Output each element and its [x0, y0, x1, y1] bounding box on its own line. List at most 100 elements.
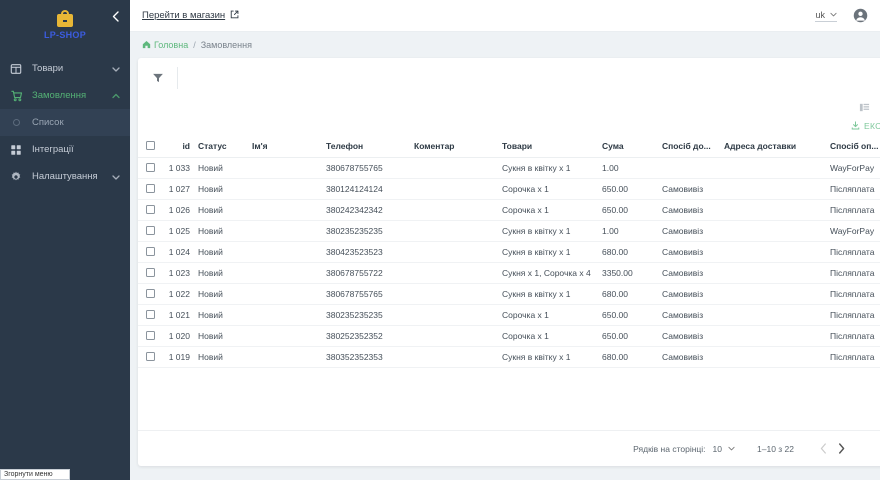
cell-name — [248, 304, 322, 326]
cell-id: 1 024 — [162, 241, 194, 263]
cell-name — [248, 157, 322, 179]
cell-goods: Сорочка х 1 — [498, 178, 598, 200]
sidebar-item-tovary[interactable]: Товари — [0, 55, 130, 82]
cell-id: 1 022 — [162, 283, 194, 305]
row-checkbox[interactable] — [146, 310, 155, 319]
sidebar-item-zamovlennya[interactable]: Замовлення — [0, 82, 130, 109]
cell-comment — [410, 262, 498, 284]
row-checkbox[interactable] — [146, 205, 155, 214]
next-page-button[interactable] — [832, 440, 850, 458]
table-row[interactable]: 1 026 Новий 380242342342 Сорочка х 1 650.00 С… — [138, 199, 880, 221]
logo-area[interactable]: LP-SHOP — [0, 0, 130, 50]
cell-goods: Сукня в квітку х 1 — [498, 157, 598, 179]
sidebar-item-label: Товари — [32, 63, 64, 74]
cell-payment: Післяплата — [826, 199, 880, 221]
cell-id: 1 020 — [162, 325, 194, 347]
row-checkbox[interactable] — [146, 163, 155, 172]
logo-text: LP-SHOP — [43, 30, 87, 40]
cell-sum: 3350.00 — [598, 262, 658, 284]
chevron-up-icon — [111, 91, 121, 101]
column-header-phone[interactable]: Телефон — [322, 135, 410, 158]
cell-phone: 380352352353 — [322, 346, 410, 368]
sidebar-menu: Товари Замовлення Список — [0, 55, 130, 190]
row-checkbox[interactable] — [146, 247, 155, 256]
cell-payment: Післяплата — [826, 304, 880, 326]
table-row[interactable]: 1 033 Новий 380678755765 Сукня в квітку х 1… — [138, 157, 880, 179]
table-row[interactable]: 1 027 Новий 380124124124 Сорочка х 1 650.00 С… — [138, 178, 880, 200]
card-toolbar — [138, 58, 880, 98]
table-row[interactable]: 1 020 Новий 380252352352 Сорочка х 1 650.00 С… — [138, 325, 880, 347]
row-checkbox[interactable] — [146, 289, 155, 298]
breadcrumb-current: Замовлення — [200, 40, 252, 50]
cell-status: Новий — [194, 283, 248, 305]
column-header-goods[interactable]: Товари — [498, 135, 598, 158]
column-header-name[interactable]: Ім'я — [248, 135, 322, 158]
table-row[interactable]: 1 021 Новий 380235235235 Сорочка х 1 650.00 С… — [138, 304, 880, 326]
cell-delivery: Самовивіз — [658, 304, 720, 326]
cell-payment: WayForPay — [826, 157, 880, 179]
collapse-sidebar-icon[interactable] — [108, 9, 122, 23]
select-all-checkbox[interactable] — [146, 141, 155, 151]
breadcrumb: Головна / Замовлення — [130, 32, 880, 58]
cell-status: Новий — [194, 262, 248, 284]
cell-phone: 380235235235 — [322, 304, 410, 326]
cell-comment — [410, 157, 498, 179]
cell-comment — [410, 178, 498, 200]
row-select-cell — [138, 220, 162, 242]
row-checkbox[interactable] — [146, 268, 155, 277]
filter-icon[interactable] — [148, 68, 168, 88]
sidebar-item-integracii[interactable]: Інтеграції — [0, 136, 130, 163]
sidebar-item-nalashtuvannya[interactable]: Налаштування — [0, 163, 130, 190]
row-checkbox[interactable] — [146, 226, 155, 235]
export-button[interactable]: ЕКСПОРТ — [851, 120, 880, 132]
cell-payment: Післяплата — [826, 241, 880, 263]
cell-comment — [410, 220, 498, 242]
rows-per-page-select[interactable]: 10 — [713, 444, 735, 454]
cell-status: Новий — [194, 157, 248, 179]
cell-phone: 380423523523 — [322, 241, 410, 263]
column-header-comment[interactable]: Коментар — [410, 135, 498, 158]
go-to-shop-link[interactable]: Перейти в магазин — [142, 10, 239, 22]
row-select-cell — [138, 241, 162, 263]
cell-status: Новий — [194, 220, 248, 242]
account-avatar-icon[interactable] — [853, 8, 868, 23]
cell-goods: Сорочка х 1 — [498, 325, 598, 347]
column-header-id[interactable]: id — [162, 135, 194, 158]
cart-icon — [9, 89, 23, 103]
row-checkbox[interactable] — [146, 331, 155, 340]
toolbar-divider — [177, 67, 178, 89]
column-header-sum[interactable]: Сума — [598, 135, 658, 158]
cell-status: Новий — [194, 199, 248, 221]
breadcrumb-home-link[interactable]: Головна — [142, 40, 188, 51]
table-row[interactable]: 1 022 Новий 380678755765 Сукня в квітку х 1… — [138, 283, 880, 305]
table-row[interactable]: 1 024 Новий 380423523523 Сукня в квітку х 1… — [138, 241, 880, 263]
cell-status: Новий — [194, 325, 248, 347]
language-select[interactable]: uk — [815, 10, 837, 22]
table-row[interactable]: 1 019 Новий 380352352353 Сукня в квітку х 1… — [138, 346, 880, 368]
sidebar-subitem-spysok[interactable]: Список — [0, 109, 130, 136]
column-header-address[interactable]: Адреса доставки — [720, 135, 826, 158]
cell-sum: 650.00 — [598, 304, 658, 326]
cell-name — [248, 199, 322, 221]
table-row[interactable]: 1 025 Новий 380235235235 Сукня в квітку х 1… — [138, 220, 880, 242]
cell-payment: Післяплата — [826, 325, 880, 347]
cell-goods: Сукня в квітку х 1 — [498, 346, 598, 368]
column-header-delivery[interactable]: Спосіб до... — [658, 135, 720, 158]
table-action-row — [138, 98, 880, 117]
row-select-cell — [138, 262, 162, 284]
column-header-payment[interactable]: Спосіб оп... — [826, 135, 880, 158]
cell-goods: Сукня в квітку х 1 — [498, 220, 598, 242]
columns-list-icon[interactable] — [859, 102, 870, 113]
bullet-dot-icon — [9, 119, 23, 126]
pagination-bar: Рядків на сторінці: 10 1–10 з 22 — [138, 430, 880, 466]
previous-page-button[interactable] — [814, 440, 832, 458]
row-checkbox[interactable] — [146, 352, 155, 361]
column-header-status[interactable]: Статус — [194, 135, 248, 158]
sidebar-item-label: Замовлення — [32, 90, 87, 101]
table-row[interactable]: 1 023 Новий 380678755722 Сукня х 1, Сорочка… — [138, 262, 880, 284]
row-checkbox[interactable] — [146, 184, 155, 193]
cell-phone: 380124124124 — [322, 178, 410, 200]
cell-goods: Сукня х 1, Сорочка х 4 — [498, 262, 598, 284]
cell-id: 1 026 — [162, 199, 194, 221]
cell-comment — [410, 199, 498, 221]
